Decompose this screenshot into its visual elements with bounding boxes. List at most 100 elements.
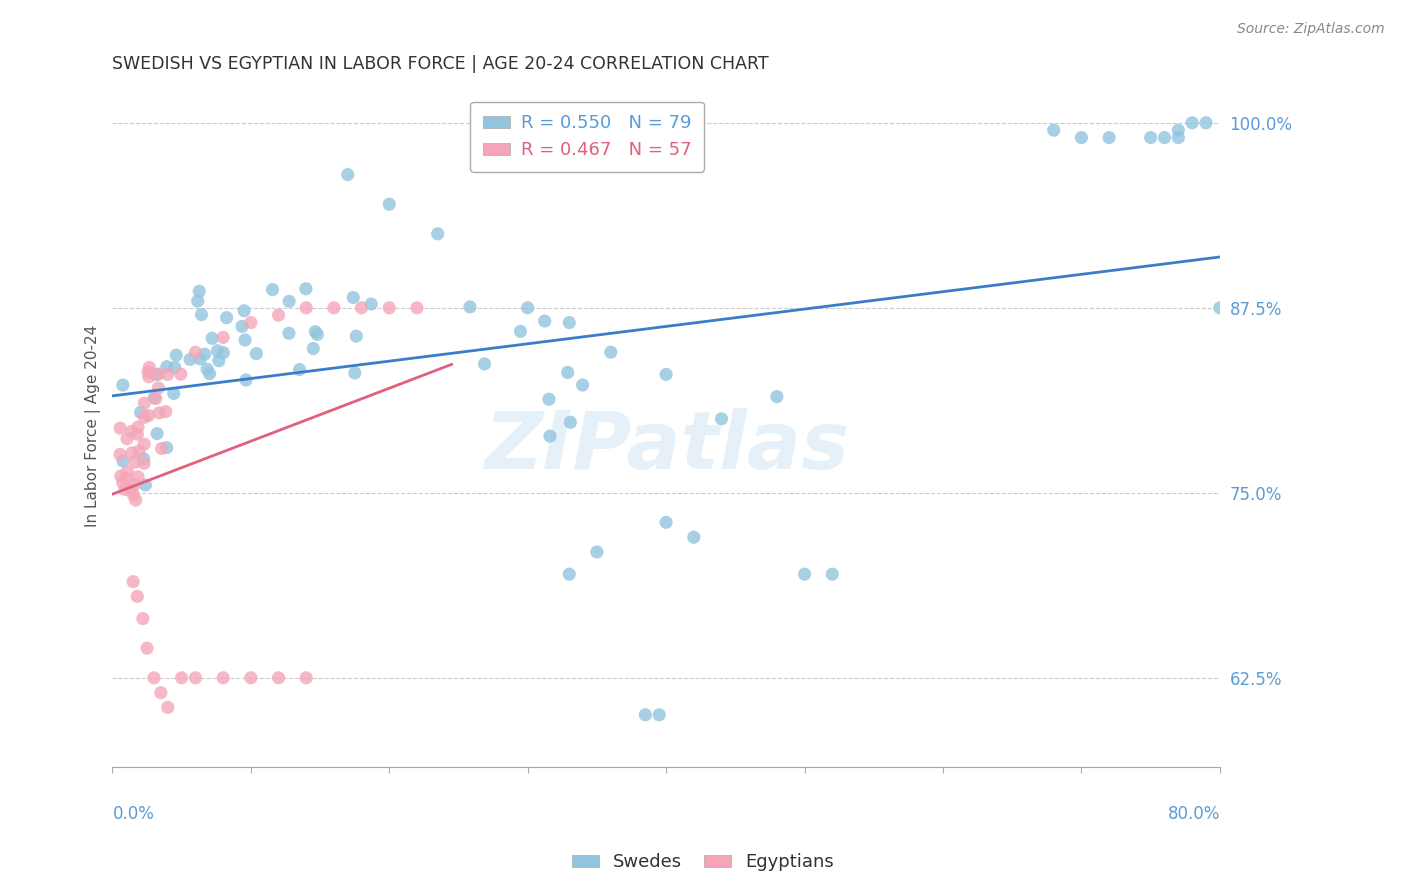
Point bbox=[307, 327, 329, 342]
Point bbox=[110, 469, 132, 483]
Point bbox=[207, 343, 229, 358]
Point bbox=[239, 671, 262, 685]
Point bbox=[127, 590, 149, 604]
Point bbox=[115, 471, 138, 485]
Point bbox=[245, 346, 267, 360]
Point bbox=[295, 301, 318, 315]
Point bbox=[156, 359, 179, 374]
Point bbox=[304, 325, 326, 339]
Text: Source: ZipAtlas.com: Source: ZipAtlas.com bbox=[1237, 22, 1385, 37]
Point bbox=[127, 470, 149, 484]
Point bbox=[112, 454, 135, 468]
Point bbox=[538, 429, 561, 443]
Point bbox=[134, 396, 156, 410]
Point bbox=[821, 567, 844, 582]
Point bbox=[212, 330, 235, 344]
Point bbox=[682, 530, 704, 544]
Point bbox=[156, 700, 179, 714]
Point bbox=[1153, 130, 1175, 145]
Legend: Swedes, Egyptians: Swedes, Egyptians bbox=[564, 847, 842, 879]
Point bbox=[599, 345, 621, 359]
Point bbox=[212, 345, 235, 359]
Point bbox=[1167, 123, 1189, 137]
Text: 80.0%: 80.0% bbox=[1167, 805, 1220, 823]
Point bbox=[1209, 301, 1232, 315]
Point bbox=[533, 314, 555, 328]
Point bbox=[134, 478, 156, 492]
Point bbox=[136, 641, 159, 656]
Point bbox=[571, 378, 593, 392]
Point bbox=[170, 671, 193, 685]
Point bbox=[108, 421, 131, 435]
Point bbox=[122, 574, 145, 589]
Point bbox=[1070, 130, 1092, 145]
Point bbox=[558, 316, 581, 330]
Point bbox=[1098, 130, 1121, 145]
Point bbox=[322, 301, 344, 315]
Point bbox=[288, 362, 311, 376]
Point bbox=[190, 308, 212, 322]
Point bbox=[115, 432, 138, 446]
Point bbox=[184, 345, 207, 359]
Point bbox=[1167, 130, 1189, 145]
Point bbox=[344, 329, 367, 343]
Point bbox=[138, 409, 160, 423]
Point bbox=[557, 366, 579, 380]
Point bbox=[111, 378, 134, 392]
Point bbox=[170, 368, 193, 382]
Point bbox=[1195, 116, 1218, 130]
Point bbox=[194, 347, 217, 361]
Point bbox=[360, 297, 382, 311]
Point bbox=[766, 390, 789, 404]
Point bbox=[212, 671, 235, 685]
Point bbox=[145, 368, 167, 382]
Point bbox=[188, 285, 211, 299]
Point bbox=[125, 493, 148, 508]
Point bbox=[458, 300, 481, 314]
Point bbox=[128, 444, 150, 458]
Point bbox=[156, 441, 179, 455]
Point bbox=[1042, 123, 1064, 137]
Point bbox=[111, 475, 134, 490]
Point bbox=[148, 367, 170, 381]
Text: 0.0%: 0.0% bbox=[112, 805, 155, 823]
Point bbox=[233, 333, 256, 347]
Point bbox=[710, 412, 733, 426]
Point bbox=[132, 451, 155, 466]
Point bbox=[132, 611, 155, 625]
Text: ZIPatlas: ZIPatlas bbox=[484, 408, 849, 485]
Point bbox=[108, 447, 131, 461]
Point bbox=[262, 283, 284, 297]
Point bbox=[509, 325, 531, 339]
Text: SWEDISH VS EGYPTIAN IN LABOR FORCE | AGE 20-24 CORRELATION CHART: SWEDISH VS EGYPTIAN IN LABOR FORCE | AGE… bbox=[112, 55, 769, 73]
Point bbox=[163, 360, 186, 375]
Point bbox=[188, 351, 211, 366]
Point bbox=[302, 342, 325, 356]
Legend: R = 0.550   N = 79, R = 0.467   N = 57: R = 0.550 N = 79, R = 0.467 N = 57 bbox=[470, 102, 704, 172]
Point bbox=[233, 303, 256, 318]
Point bbox=[1139, 130, 1161, 145]
Point bbox=[278, 326, 301, 341]
Point bbox=[336, 168, 359, 182]
Point bbox=[406, 301, 429, 315]
Point bbox=[121, 446, 143, 460]
Point bbox=[537, 392, 560, 407]
Point bbox=[148, 406, 170, 420]
Point bbox=[342, 290, 364, 304]
Point bbox=[655, 516, 678, 530]
Point bbox=[350, 301, 373, 315]
Point bbox=[117, 465, 139, 479]
Point bbox=[198, 367, 221, 381]
Point bbox=[156, 368, 179, 382]
Point bbox=[648, 707, 671, 722]
Point bbox=[586, 545, 609, 559]
Point bbox=[136, 365, 159, 379]
Point bbox=[148, 381, 170, 395]
Point bbox=[122, 488, 145, 502]
Point bbox=[179, 352, 201, 367]
Point bbox=[239, 316, 262, 330]
Point bbox=[124, 477, 146, 491]
Point bbox=[558, 567, 581, 582]
Point bbox=[138, 360, 160, 375]
Point bbox=[134, 437, 156, 451]
